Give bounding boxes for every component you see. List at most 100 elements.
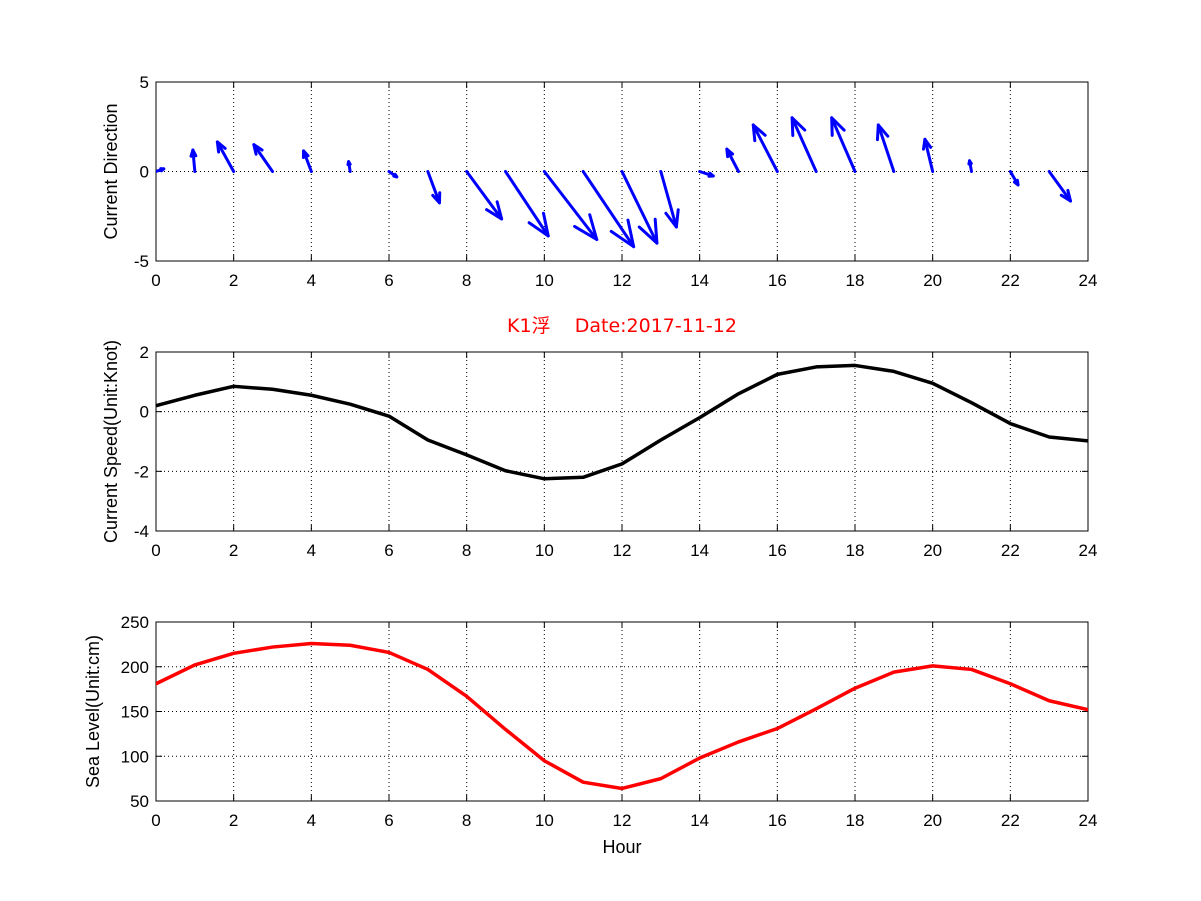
direction-arrow-head: [664, 208, 680, 229]
speed-ytick-label: 0: [140, 403, 149, 422]
direction-xtick-label: 0: [151, 271, 160, 290]
direction-arrow-head: [252, 143, 264, 156]
direction-arrow: [698, 170, 715, 178]
direction-arrow: [830, 116, 857, 173]
direction-arrow-head: [392, 172, 399, 179]
direction-ytick-label: -5: [134, 252, 149, 271]
direction-arrow-head: [485, 200, 504, 221]
direction-ytick-label: 0: [140, 163, 149, 182]
sealevel-xtick-label: 16: [768, 811, 787, 830]
speed-panel: K1浮 Date:2017-11-12 0 2 4 6 8 10 12 14 16 18 20 22 2…: [101, 315, 1097, 560]
direction-arrow: [790, 116, 818, 173]
direction-arrow-head: [527, 211, 550, 238]
direction-arrow-head: [875, 123, 890, 142]
direction-arrow: [301, 149, 313, 173]
direction-arrow-shaft: [751, 123, 779, 173]
direction-xtick-label: 4: [307, 271, 316, 290]
sealevel-xtick-label: 10: [535, 811, 554, 830]
direction-xtick-label: 20: [923, 271, 942, 290]
speed-xtick-label: 14: [690, 541, 709, 560]
direction-xtick-label: 16: [768, 271, 787, 290]
speed-ytick-label: -4: [134, 522, 149, 541]
speed-xtick-label: 8: [462, 541, 471, 560]
direction-arrow-shaft: [725, 147, 740, 173]
speed-series: [156, 363, 1088, 481]
direction-xtick-label: 6: [384, 271, 393, 290]
sealevel-xtick-label: 22: [1001, 811, 1020, 830]
direction-xtick-label: 12: [613, 271, 632, 290]
direction-arrow: [426, 170, 442, 205]
direction-arrow-shaft: [620, 170, 659, 245]
direction-arrow-shaft: [426, 170, 441, 205]
direction-arrow-head: [609, 218, 636, 249]
direction-arrow-head: [921, 137, 933, 151]
speed-xtick-label: 2: [229, 541, 238, 560]
sealevel-xtick-label: 8: [462, 811, 471, 830]
sealevel-xtick-label: 12: [613, 811, 632, 830]
direction-arrow: [581, 170, 636, 249]
direction-xtick-label: 22: [1001, 271, 1020, 290]
direction-xtick-label: 2: [229, 271, 238, 290]
direction-ticks: 0 2 4 6 8 10 12 14 16 18 20 22 24-505: [134, 73, 1098, 290]
direction-arrow: [542, 170, 599, 242]
chart-title: K1浮 Date:2017-11-12: [507, 315, 737, 337]
speed-xtick-label: 20: [923, 541, 942, 560]
direction-arrow: [967, 159, 973, 173]
direction-arrow: [387, 170, 399, 179]
direction-arrow: [875, 123, 896, 173]
direction-arrow: [751, 123, 779, 173]
direction-arrow-shaft: [215, 140, 236, 173]
direction-arrow: [465, 170, 504, 221]
speed-xtick-label: 4: [307, 541, 316, 560]
direction-arrow-head: [215, 140, 227, 154]
sealevel-xtick-label: 0: [151, 811, 160, 830]
direction-arrow-shaft: [542, 170, 599, 242]
direction-xtick-label: 10: [535, 271, 554, 290]
direction-arrow-shaft: [830, 116, 857, 173]
direction-arrow: [1008, 170, 1020, 187]
sealevel-ylabel: Sea Level(Unit:cm): [83, 635, 103, 788]
direction-arrow-shaft: [876, 123, 896, 173]
direction-arrow-head: [346, 160, 352, 167]
speed-xtick-label: 22: [1001, 541, 1020, 560]
direction-arrow-shaft: [1047, 170, 1073, 203]
direction-arrow: [921, 137, 935, 173]
direction-arrow-shaft: [581, 170, 636, 249]
sealevel-ytick-label: 100: [121, 747, 149, 766]
direction-ylabel: Current Direction: [101, 103, 121, 239]
direction-arrow-shaft: [252, 143, 274, 173]
sealevel-ytick-label: 150: [121, 703, 149, 722]
speed-xtick-label: 18: [846, 541, 865, 560]
direction-panel: 0 2 4 6 8 10 12 14 16 18 20 22 24-505 Current Direct…: [101, 73, 1097, 290]
speed-ticks: 0 2 4 6 8 10 12 14 16 18 20 22 24-4-202: [134, 343, 1098, 560]
direction-arrow-head: [725, 147, 735, 159]
sealevel-xtick-label: 6: [384, 811, 393, 830]
sealevel-ytick-label: 50: [130, 792, 149, 811]
direction-arrow-head: [751, 123, 767, 143]
direction-arrow: [504, 170, 550, 238]
direction-xtick-label: 24: [1079, 271, 1098, 290]
speed-ytick-label: 2: [140, 343, 149, 362]
sealevel-series: [156, 641, 1088, 791]
direction-arrow-head: [431, 191, 442, 205]
direction-arrow-head: [573, 213, 599, 242]
sealevel-series-line: [156, 641, 1088, 791]
speed-series-line: [156, 363, 1088, 481]
speed-xtick-label: 12: [613, 541, 632, 560]
sealevel-xtick-label: 4: [307, 811, 316, 830]
direction-arrow-shaft: [790, 116, 818, 173]
speed-xtick-label: 0: [151, 541, 160, 560]
speed-ytick-label: -2: [134, 462, 149, 481]
speed-xtick-label: 6: [384, 541, 393, 560]
direction-arrow-shaft: [504, 170, 550, 238]
direction-xtick-label: 14: [690, 271, 709, 290]
sealevel-xtick-label: 14: [690, 811, 709, 830]
sealevel-xtick-label: 18: [846, 811, 865, 830]
direction-arrow-head: [189, 148, 198, 158]
direction-arrow: [215, 140, 236, 173]
direction-arrow: [659, 170, 680, 229]
sealevel-xtick-label: 24: [1079, 811, 1098, 830]
